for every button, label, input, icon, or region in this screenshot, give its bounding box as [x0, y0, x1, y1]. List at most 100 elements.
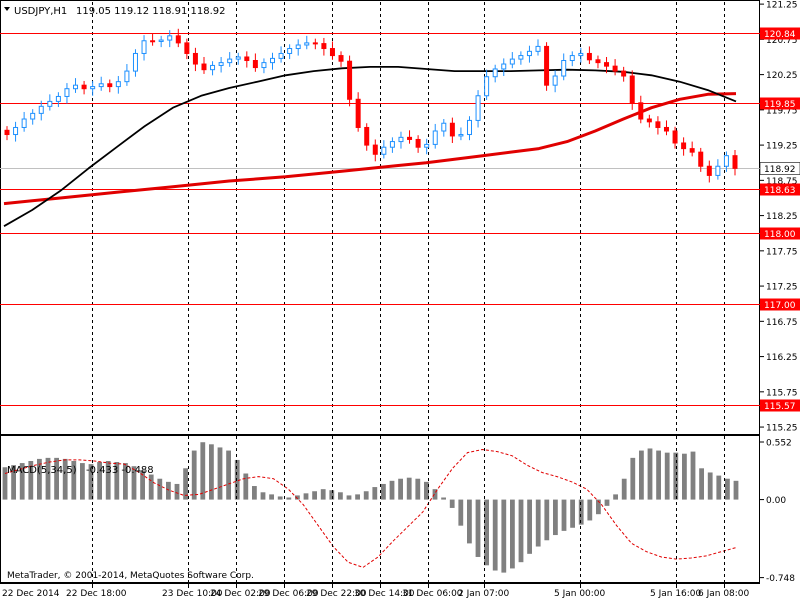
candle[interactable]	[364, 123, 370, 151]
candle[interactable]	[398, 131, 404, 149]
candle[interactable]	[518, 51, 524, 65]
candle[interactable]	[218, 56, 224, 73]
candle[interactable]	[638, 95, 644, 124]
candle[interactable]	[466, 116, 472, 141]
candle[interactable]	[38, 100, 44, 121]
candle[interactable]	[441, 119, 447, 137]
candle[interactable]	[244, 51, 250, 68]
candle[interactable]	[621, 66, 627, 82]
candle[interactable]	[715, 159, 721, 180]
candle[interactable]	[663, 120, 669, 136]
candle[interactable]	[4, 126, 10, 141]
candle[interactable]	[458, 127, 464, 141]
candle[interactable]	[569, 51, 575, 67]
candle[interactable]	[681, 137, 687, 156]
candle[interactable]	[501, 58, 507, 77]
candle[interactable]	[355, 92, 361, 132]
candle[interactable]	[329, 41, 335, 60]
candle[interactable]	[210, 61, 216, 76]
candle[interactable]	[312, 38, 318, 50]
candle-body	[312, 42, 318, 45]
candle[interactable]	[73, 78, 79, 93]
candle[interactable]	[389, 137, 395, 153]
candle[interactable]	[107, 79, 113, 93]
triangle-down-icon[interactable]	[4, 7, 10, 11]
candle[interactable]	[278, 46, 284, 63]
candle[interactable]	[535, 39, 541, 56]
candle[interactable]	[90, 80, 96, 96]
candle[interactable]	[98, 76, 104, 91]
candle[interactable]	[595, 55, 601, 69]
candle-body	[501, 63, 507, 70]
candle[interactable]	[646, 114, 652, 128]
level-price-label: 119.85	[764, 100, 796, 110]
candle[interactable]	[526, 45, 532, 63]
candle[interactable]	[192, 47, 198, 72]
macd-pane[interactable]	[2, 442, 739, 573]
candle[interactable]	[415, 135, 421, 153]
candle[interactable]	[347, 55, 353, 107]
candle[interactable]	[706, 160, 712, 183]
candle[interactable]	[13, 121, 19, 142]
macd-histogram-bar	[441, 497, 446, 500]
candle[interactable]	[252, 53, 258, 72]
candle-body	[73, 84, 79, 90]
candle[interactable]	[544, 42, 550, 91]
candle[interactable]	[629, 70, 635, 110]
candle[interactable]	[30, 109, 36, 125]
candle[interactable]	[612, 59, 618, 76]
candle[interactable]	[723, 151, 729, 172]
candle[interactable]	[381, 140, 387, 159]
candle[interactable]	[552, 70, 558, 93]
macd-histogram-bar	[123, 463, 128, 500]
macd-histogram-bar	[639, 450, 644, 500]
candle[interactable]	[578, 47, 584, 63]
candle[interactable]	[509, 52, 515, 69]
candle[interactable]	[167, 30, 173, 48]
candle[interactable]	[424, 138, 430, 155]
candle[interactable]	[484, 69, 490, 100]
candle[interactable]	[561, 53, 567, 81]
candle[interactable]	[115, 76, 121, 94]
candle[interactable]	[47, 94, 53, 111]
candle[interactable]	[321, 37, 327, 56]
candle[interactable]	[475, 90, 481, 128]
candle[interactable]	[338, 51, 344, 67]
candle[interactable]	[698, 147, 704, 172]
candle[interactable]	[304, 35, 310, 50]
candle[interactable]	[184, 38, 190, 60]
candle[interactable]	[449, 117, 455, 143]
candle[interactable]	[287, 44, 293, 60]
macd-histogram-bar	[226, 450, 231, 500]
candle[interactable]	[235, 52, 241, 65]
candle[interactable]	[689, 141, 695, 157]
candle[interactable]	[672, 126, 678, 149]
candle[interactable]	[732, 150, 738, 176]
macd-histogram-bar	[277, 496, 283, 500]
candle[interactable]	[141, 35, 147, 61]
candle[interactable]	[372, 139, 378, 162]
candle[interactable]	[64, 83, 70, 104]
candle[interactable]	[432, 123, 438, 149]
candle[interactable]	[407, 130, 413, 144]
candle[interactable]	[655, 116, 661, 135]
candle[interactable]	[261, 58, 267, 74]
candle[interactable]	[492, 64, 498, 83]
candle[interactable]	[150, 33, 156, 46]
candle[interactable]	[21, 111, 27, 132]
candle[interactable]	[201, 56, 207, 74]
candle[interactable]	[124, 64, 130, 86]
candle[interactable]	[175, 28, 181, 48]
candle[interactable]	[604, 56, 610, 74]
candle[interactable]	[295, 39, 301, 56]
candle[interactable]	[158, 35, 164, 48]
candle[interactable]	[270, 52, 276, 70]
candle[interactable]	[586, 46, 592, 65]
candle[interactable]	[132, 49, 138, 77]
candle[interactable]	[55, 92, 61, 108]
candle[interactable]	[227, 52, 233, 67]
macd-histogram-bar	[458, 499, 464, 526]
candle[interactable]	[81, 80, 87, 95]
